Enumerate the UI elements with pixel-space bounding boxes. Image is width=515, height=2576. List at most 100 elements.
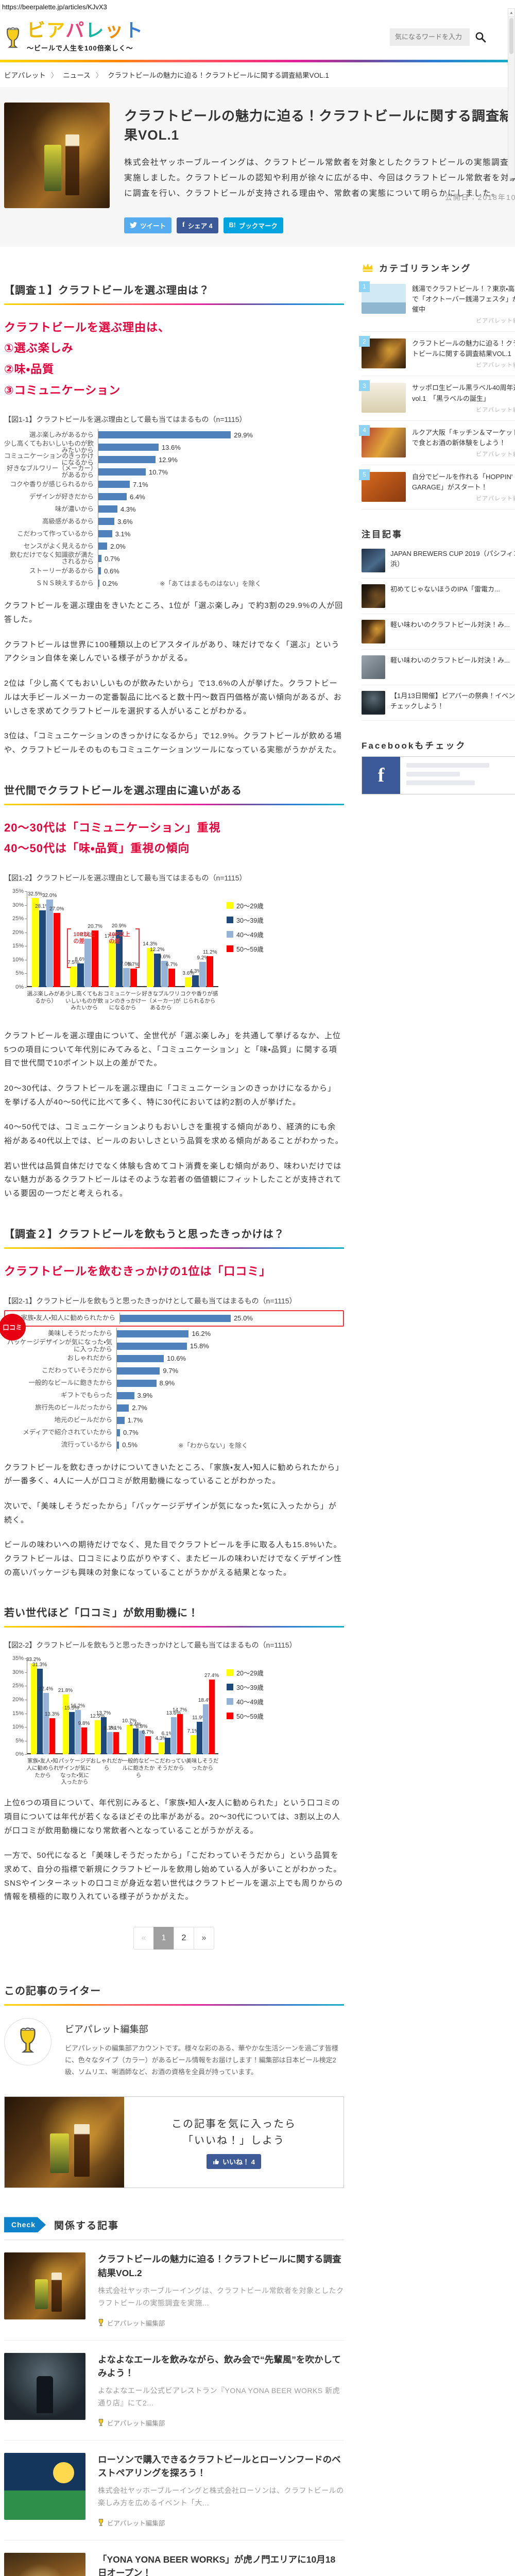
chart-bar-label: メディアで紹介されていたから	[23, 1428, 112, 1436]
legend-label: 40～49歳	[236, 931, 264, 939]
highlight-line: 40～50代は「味・品質」重視の傾向	[4, 842, 190, 855]
site-header: ビアパレット ～ビールで人生を100倍楽しく～	[0, 12, 515, 60]
chart-category-label: 美味しそうだったから	[186, 1758, 219, 1771]
related-article-item[interactable]: ローソンで購入できるクラフトビールとローソンフードのベストペアリングを探ろう！ 株…	[4, 2441, 344, 2540]
chart-bar-track: 3.6%	[98, 515, 344, 528]
breadcrumb: ビアパレット〉ニュース〉クラフトビールの魅力に迫る！クラフトビールに関する調査結…	[0, 62, 515, 87]
facebook-widget[interactable]: f	[362, 756, 515, 795]
chart-bar	[84, 939, 92, 987]
scrollbar[interactable]: ▲	[508, 8, 515, 178]
breadcrumb-item[interactable]: ビアパレット	[4, 72, 46, 79]
ranking-item[interactable]: 4 ルクア大阪「キッチン＆マーケット」で食とお酒の新体験をしよう！ ビアパレット編集…	[359, 421, 515, 465]
chart-bar-label: 飲むだけでなく知識欲が満たされるから	[10, 551, 94, 566]
ranking-item-author: ビアパレット編集部	[476, 318, 515, 325]
featured-item[interactable]: JAPAN BREWERS CUP 2019（パシフィコ横浜）	[362, 543, 515, 579]
chart-bar-label: センスがよく見えるから	[23, 542, 94, 550]
legend-label: 40～49歳	[236, 1699, 264, 1706]
moon-shape	[53, 2462, 74, 2484]
related-article-item[interactable]: クラフトビールの魅力に迫る！クラフトビールに関する調査結果VOL.2 株式会社ヤッ…	[4, 2240, 344, 2341]
chart-bar-value: 7.0%	[120, 961, 132, 967]
chart-bar-row: 飲むだけでなく知識欲が満たされるから 0.7%	[4, 551, 344, 566]
hatena-bookmark-button[interactable]: B! ブックマーク	[223, 217, 283, 233]
ranking-item[interactable]: 1 銭湯でクラフトビール！？東京・高円寺で「オクトーバー銭湯フェスタ」が開催中ビア…	[359, 277, 515, 332]
section-heading: 若い世代ほど「口コミ」が飲用動機に！	[4, 1604, 344, 1628]
ranking-item[interactable]: 2 クラフトビールの魅力に迫る！クラフトビールに関する調査結果VOL.1 ビアパレッ…	[359, 332, 515, 377]
grouped-bar-chart: 0% 5% 10% 15% 20% 25% 30% 35% 33.2% 31.3% 22.4% 13.…	[4, 1654, 344, 1785]
chart-bar-value: 7.1%	[133, 480, 148, 488]
search-button[interactable]	[475, 31, 486, 43]
beer-glass-icon	[17, 2026, 39, 2058]
featured-item[interactable]: 軽い味わいのクラフトビール対決！み...	[362, 650, 515, 686]
chart-bar-label: ＳＮＳ映えするから	[36, 579, 94, 587]
y-axis-tick	[25, 987, 27, 988]
related-article-body: ローソンで購入できるクラフトビールとローソンフードのベストペアリングを探ろう！ 株…	[98, 2453, 344, 2528]
chart-category-label: 選ぶ楽しみがあるから）	[27, 990, 65, 1004]
highlight-statement: クラフトビールを飲むきっかけの1位は「口コミ」	[4, 1261, 344, 1282]
ranking-item-title: サッポロ生ビール黒ラベル40周年連載vol.1 「黒ラベルの誕生」	[412, 384, 515, 402]
chart-bar	[94, 1720, 100, 1755]
pagination-next[interactable]: »	[194, 1927, 214, 1950]
chart-bar	[145, 1736, 151, 1755]
search-box	[390, 28, 486, 46]
chart-bar-value: 3.6%	[182, 970, 195, 976]
chart-bar-value: 8.9%	[159, 1379, 175, 1387]
featured-item[interactable]: 初めてじゃないほうのIPA「雷電カ...	[362, 579, 515, 615]
chart-bar	[209, 1679, 215, 1755]
chart-bar-row: こだわって作っているから 3.1%	[4, 528, 344, 540]
chart-bar-value: 0.5%	[122, 1441, 138, 1449]
breadcrumb-item[interactable]: ニュース	[63, 72, 91, 79]
search-input[interactable]	[390, 28, 470, 46]
chart-bar-value: 16.2%	[192, 1330, 211, 1338]
chart-bar-value: 6.7%	[165, 962, 178, 968]
pagination-prev[interactable]: «	[133, 1927, 154, 1950]
ranking-item-body: クラフトビールの魅力に迫る！クラフトビールに関する調査結果VOL.1 ビアパレット…	[412, 338, 515, 369]
ranking-item-body: 自分でビールを作れる「HOPPIN' GARAGE」がスタート！ ビアパレット編集…	[412, 472, 515, 502]
featured-thumbnail	[362, 584, 385, 608]
chart-bar	[107, 1732, 113, 1755]
chart-bar-value: 8.1%	[104, 1725, 116, 1732]
chart-bar-value: 14.3%	[143, 941, 158, 947]
writer-name: ビアパレット編集部	[65, 2024, 148, 2035]
ranking-thumbnail: 2	[359, 336, 406, 369]
chart-bar-track: 15.8%	[116, 1340, 344, 1352]
chart-bar-row: ＳＮＳ映えするから 0.2%	[4, 577, 344, 590]
chart-bar-track: 3.1%	[98, 528, 344, 540]
legend-item: 20～29歳	[227, 1668, 264, 1677]
chart-bar	[170, 1717, 177, 1755]
article-thumbnail	[4, 103, 110, 208]
ranking-item[interactable]: 5 自分でビールを作れる「HOPPIN' GARAGE」がスタート！ ビアパレット編…	[359, 465, 515, 510]
scrollbar-up-icon[interactable]: ▲	[508, 9, 514, 17]
pagination-page[interactable]: 1	[153, 1927, 174, 1950]
chart-title: 【図2-2】クラフトビールを飲もうと思ったきっかけとして最も当てはまるもの（n=…	[4, 1641, 297, 1650]
tweet-button[interactable]: ツイート	[124, 217, 172, 233]
legend-item: 30～39歳	[227, 1682, 264, 1692]
chart-bar-track: 0.7%	[116, 1426, 344, 1439]
chart-bar-row: パッケージデザインが気になった・気に入ったから 15.8%	[4, 1338, 344, 1352]
chart-bar-value: 27.4%	[204, 1672, 219, 1679]
chart-bar-label: 美味しそうだったから	[47, 1329, 112, 1337]
chart-bar	[120, 1314, 231, 1322]
related-article-item[interactable]: よなよなエールを飲みながら、飲み会で“先輩風”を吹かしてみよう！ よなよなエール公…	[4, 2341, 344, 2441]
chart-plot-area	[27, 1658, 218, 1755]
legend-swatch	[227, 902, 233, 909]
site-logo[interactable]: ビアパレット ～ビールで人生を100倍楽しく～	[4, 21, 144, 53]
pagination-page[interactable]: 2	[174, 1927, 194, 1950]
related-article-item[interactable]: 「YONA YONA BEER WORKS」が虎ノ門エリアに10月18日オープン…	[4, 2540, 344, 2576]
featured-item[interactable]: 軽い味わいのクラフトビール対決！み...	[362, 614, 515, 650]
chart-bar	[161, 960, 168, 987]
ranking-item[interactable]: 3 サッポロ生ビール黒ラベル40周年連載vol.1 「黒ラベルの誕生」ビアパレット…	[359, 376, 515, 421]
scrollbar-thumb[interactable]	[509, 18, 513, 54]
author-name: ビアパレット編集部	[107, 2319, 165, 2327]
ranking-thumbnail: 3	[359, 380, 406, 413]
chart: 【図1-2】クラフトビールを選ぶ理由として最も当てはまるもの（n=1115） 0%…	[4, 873, 344, 1018]
facebook-share-button[interactable]: f シェア 4	[177, 217, 218, 233]
chart-bar-value: 12.9%	[158, 455, 178, 464]
legend-swatch	[227, 930, 233, 938]
facebook-like-button[interactable]: いいね！ 4	[207, 2154, 261, 2169]
chart-bar-label: 少し高くてもおいしいものが飲みたいから	[4, 439, 94, 454]
related-section-header: Check 関係する記事	[4, 2217, 344, 2241]
chart-category-label: 少し高くてもおいしいものが飲みたいから	[65, 990, 104, 1011]
related-article-body: クラフトビールの魅力に迫る！クラフトビールに関する調査結果VOL.2 株式会社ヤッ…	[98, 2252, 344, 2327]
featured-item[interactable]: 【1月13日開催】ビアバーの祭典！イベントをチェックしよう！	[362, 685, 515, 721]
related-article-author: ビアパレット編集部	[98, 2518, 344, 2528]
